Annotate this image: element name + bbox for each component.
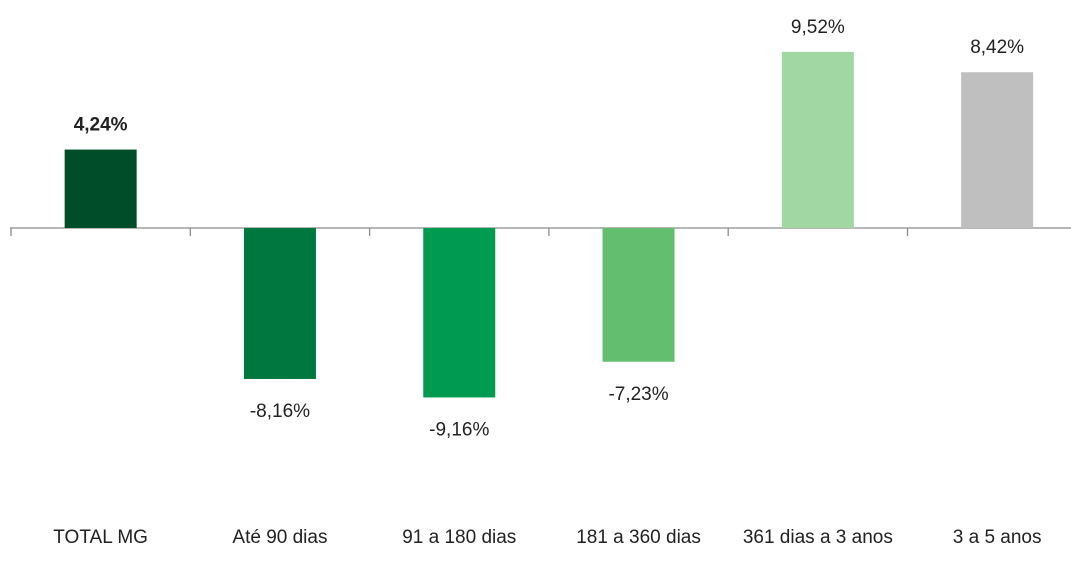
- x-tick-label: 91 a 180 dias: [402, 527, 517, 548]
- x-tick-label: 361 dias a 3 anos: [742, 527, 893, 548]
- bar: [781, 51, 854, 228]
- x-tick-label: TOTAL MG: [53, 527, 148, 548]
- value-label: 9,52%: [791, 17, 845, 38]
- bar: [961, 72, 1034, 228]
- bar: [423, 228, 496, 398]
- value-label: -7,23%: [608, 384, 668, 405]
- value-label: 4,24%: [74, 115, 128, 136]
- bar: [64, 149, 137, 228]
- value-label: -8,16%: [250, 401, 310, 422]
- bar: [243, 228, 316, 379]
- value-label: 8,42%: [970, 37, 1024, 58]
- x-tick-label: 181 a 360 dias: [576, 527, 701, 548]
- value-label: -9,16%: [429, 419, 489, 440]
- x-tick-label: 3 a 5 anos: [952, 527, 1042, 548]
- x-tick-label: Até 90 dias: [232, 527, 328, 548]
- bar: [602, 228, 675, 362]
